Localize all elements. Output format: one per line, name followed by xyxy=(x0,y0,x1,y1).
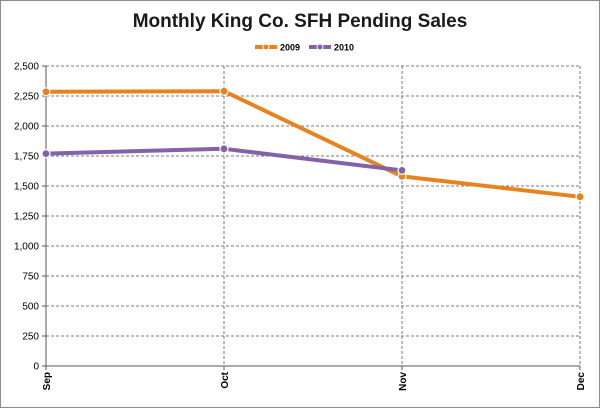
data-point-2010 xyxy=(219,144,229,154)
series-line-2009 xyxy=(44,89,582,199)
chart-title: Monthly King Co. SFH Pending Sales xyxy=(133,11,468,32)
x-tick-label: Sep xyxy=(42,372,53,390)
data-point-2009 xyxy=(219,86,229,96)
y-tick-label: 2,000 xyxy=(14,122,39,133)
data-point-2010 xyxy=(41,149,51,159)
y-tick-label: 500 xyxy=(22,302,39,313)
y-tick-label: 2,500 xyxy=(14,62,39,73)
y-tick-label: 1,500 xyxy=(14,182,39,193)
legend-marker-2010 xyxy=(316,43,324,51)
data-point-2009 xyxy=(41,87,51,97)
legend-label-2009: 2009 xyxy=(280,43,300,53)
data-point-2010 xyxy=(397,165,407,175)
x-tick-label: Oct xyxy=(220,371,231,388)
y-tick-label: 0 xyxy=(33,362,39,373)
y-axis: 0 250 500 750 1,000 1,250 1,500 1,750 2,000 2,250… xyxy=(14,62,47,373)
series-lines xyxy=(41,86,585,202)
x-axis: Sep Oct Nov Dec xyxy=(42,365,587,391)
gridlines xyxy=(46,65,581,366)
y-tick-label: 1,250 xyxy=(14,212,39,223)
x-tick-label: Dec xyxy=(576,372,587,391)
y-tick-label: 1,750 xyxy=(14,152,39,163)
legend-marker-2009 xyxy=(262,43,270,51)
y-tick-label: 1,000 xyxy=(14,242,39,253)
y-tick-label: 250 xyxy=(22,332,39,343)
y-tick-label: 2,250 xyxy=(14,92,39,103)
legend-label-2010: 2010 xyxy=(334,43,354,53)
x-tick-label: Nov xyxy=(398,372,409,391)
data-point-2009 xyxy=(575,192,585,202)
y-tick-label: 750 xyxy=(22,272,39,283)
legend: 2009 2010 xyxy=(255,43,354,53)
